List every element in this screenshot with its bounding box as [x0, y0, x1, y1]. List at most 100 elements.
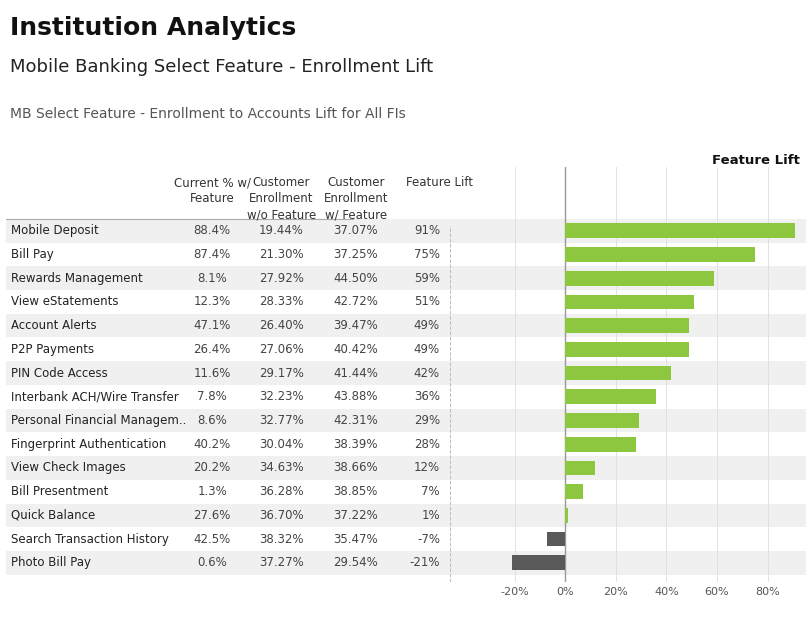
- Bar: [564, 484, 582, 499]
- Bar: [6, 243, 501, 266]
- Text: 32.77%: 32.77%: [259, 414, 303, 427]
- Text: 29%: 29%: [414, 414, 440, 427]
- Text: 43.88%: 43.88%: [333, 390, 378, 403]
- Bar: [6, 504, 501, 527]
- Text: Bill Presentment: Bill Presentment: [11, 485, 109, 498]
- Bar: [564, 223, 795, 238]
- Bar: [564, 318, 689, 333]
- Bar: [501, 409, 805, 432]
- Text: P2P Payments: P2P Payments: [11, 343, 94, 356]
- Text: 38.85%: 38.85%: [333, 485, 377, 498]
- Text: 28%: 28%: [414, 438, 440, 451]
- Bar: [564, 365, 671, 381]
- Bar: [6, 385, 501, 409]
- Text: 36%: 36%: [414, 390, 440, 403]
- Text: 12.3%: 12.3%: [193, 296, 230, 308]
- Bar: [501, 266, 805, 290]
- Text: 27.92%: 27.92%: [259, 272, 303, 285]
- Bar: [6, 266, 501, 290]
- Bar: [6, 432, 501, 456]
- Bar: [6, 456, 501, 480]
- Text: 26.40%: 26.40%: [259, 319, 303, 332]
- Text: 12%: 12%: [414, 462, 440, 474]
- Text: 1%: 1%: [421, 509, 440, 522]
- Text: Photo Bill Pay: Photo Bill Pay: [11, 556, 92, 569]
- Text: 41.44%: 41.44%: [333, 367, 378, 379]
- Text: 38.39%: 38.39%: [333, 438, 378, 451]
- Text: View eStatements: View eStatements: [11, 296, 118, 308]
- Text: 38.66%: 38.66%: [333, 462, 378, 474]
- Bar: [6, 290, 501, 314]
- Text: Quick Balance: Quick Balance: [11, 509, 96, 522]
- Text: 59%: 59%: [414, 272, 440, 285]
- Text: 51%: 51%: [414, 296, 440, 308]
- Bar: [501, 290, 805, 314]
- Text: 0.6%: 0.6%: [197, 556, 227, 569]
- Bar: [501, 385, 805, 409]
- Text: 49%: 49%: [414, 319, 440, 332]
- Bar: [6, 409, 501, 432]
- Bar: [501, 219, 805, 243]
- Text: 30.04%: 30.04%: [259, 438, 303, 451]
- Text: 26.4%: 26.4%: [193, 343, 230, 356]
- Text: 37.07%: 37.07%: [333, 224, 378, 237]
- Bar: [501, 527, 805, 551]
- Text: 40.2%: 40.2%: [193, 438, 230, 451]
- Bar: [564, 271, 714, 286]
- Bar: [501, 243, 805, 266]
- Text: Mobile Banking Select Feature - Enrollment Lift: Mobile Banking Select Feature - Enrollme…: [10, 58, 432, 76]
- Text: PIN Code Access: PIN Code Access: [11, 367, 108, 379]
- Text: 8.1%: 8.1%: [197, 272, 227, 285]
- Text: Mobile Deposit: Mobile Deposit: [11, 224, 99, 237]
- Text: Bill Pay: Bill Pay: [11, 248, 54, 261]
- Text: Personal Financial Managem..: Personal Financial Managem..: [11, 414, 187, 427]
- Text: Customer
Enrollment
w/o Feature: Customer Enrollment w/o Feature: [247, 176, 315, 221]
- Text: 75%: 75%: [414, 248, 440, 261]
- Bar: [564, 460, 594, 476]
- Bar: [501, 314, 805, 338]
- Text: 88.4%: 88.4%: [193, 224, 230, 237]
- Text: MB Select Feature - Enrollment to Accounts Lift for All FIs: MB Select Feature - Enrollment to Accoun…: [10, 107, 405, 121]
- Text: 29.54%: 29.54%: [333, 556, 378, 569]
- Bar: [501, 551, 805, 575]
- Bar: [564, 413, 637, 428]
- Text: 7.8%: 7.8%: [197, 390, 227, 403]
- Text: Fingerprint Authentication: Fingerprint Authentication: [11, 438, 166, 451]
- Text: 28.33%: 28.33%: [259, 296, 303, 308]
- Text: Interbank ACH/Wire Transfer: Interbank ACH/Wire Transfer: [11, 390, 179, 403]
- Text: Rewards Management: Rewards Management: [11, 272, 143, 285]
- Bar: [6, 314, 501, 338]
- Bar: [564, 342, 689, 357]
- Bar: [501, 456, 805, 480]
- Bar: [501, 432, 805, 456]
- Text: 47.1%: 47.1%: [193, 319, 230, 332]
- Bar: [501, 480, 805, 504]
- Text: 91%: 91%: [414, 224, 440, 237]
- Text: Search Transaction History: Search Transaction History: [11, 533, 169, 545]
- Text: 1.3%: 1.3%: [197, 485, 227, 498]
- Text: 38.32%: 38.32%: [259, 533, 303, 545]
- Text: -7%: -7%: [416, 533, 440, 545]
- Text: View Check Images: View Check Images: [11, 462, 126, 474]
- Bar: [564, 247, 754, 262]
- Text: 37.22%: 37.22%: [333, 509, 378, 522]
- Text: 27.6%: 27.6%: [193, 509, 230, 522]
- Text: 34.63%: 34.63%: [259, 462, 303, 474]
- Text: 32.23%: 32.23%: [259, 390, 303, 403]
- Bar: [6, 480, 501, 504]
- Text: 42%: 42%: [414, 367, 440, 379]
- Bar: [501, 361, 805, 385]
- Text: 87.4%: 87.4%: [193, 248, 230, 261]
- Text: 39.47%: 39.47%: [333, 319, 378, 332]
- Text: 19.44%: 19.44%: [259, 224, 303, 237]
- Bar: [564, 294, 693, 309]
- Bar: [501, 338, 805, 361]
- Text: 40.42%: 40.42%: [333, 343, 378, 356]
- Text: 42.31%: 42.31%: [333, 414, 378, 427]
- Text: 8.6%: 8.6%: [197, 414, 227, 427]
- Text: 20.2%: 20.2%: [193, 462, 230, 474]
- Text: 11.6%: 11.6%: [193, 367, 230, 379]
- Bar: [564, 389, 655, 404]
- Bar: [512, 555, 564, 571]
- Text: 44.50%: 44.50%: [333, 272, 378, 285]
